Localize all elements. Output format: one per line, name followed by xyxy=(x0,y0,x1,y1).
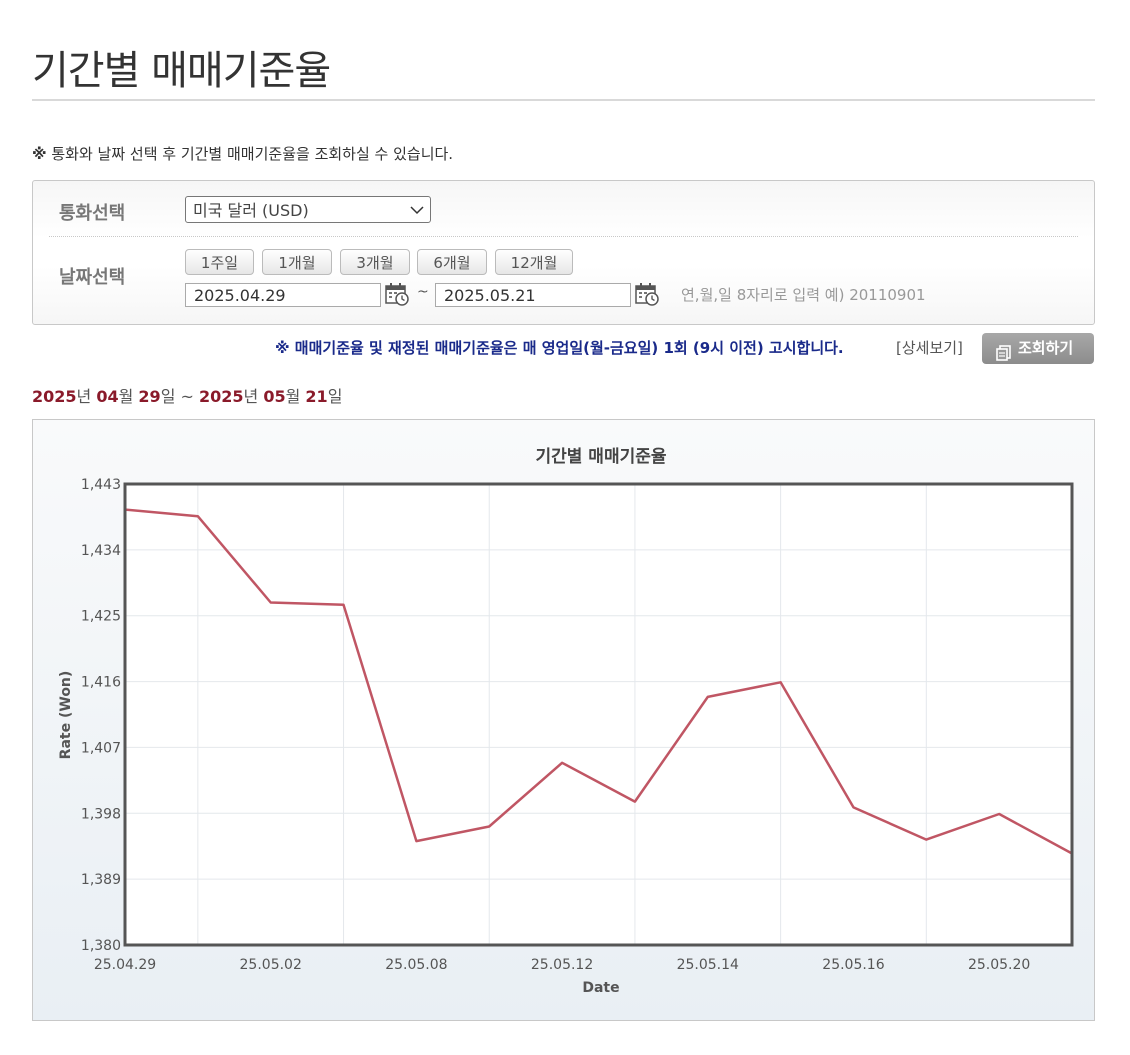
search-button-label: 조회하기 xyxy=(1018,339,1074,357)
chart-title: 기간별 매매기준율 xyxy=(535,447,666,467)
rate-chart: 기간별 매매기준율 1,380 1,389 1,398 1,407 1,416 1,425… xyxy=(32,419,1095,1021)
y-tick-label: 1,416 xyxy=(81,675,121,691)
search-form: 통화선택 미국 달러 (USD) 날짜선택 1주일 1개월 3개월 6개월 12… xyxy=(32,180,1095,325)
detail-link[interactable]: [상세보기] xyxy=(896,339,963,357)
y-tick-label: 1,380 xyxy=(81,938,121,954)
currency-select-value: 미국 달러 (USD) xyxy=(193,201,309,220)
range-unit-month: 월 xyxy=(118,387,139,406)
range-unit-day: 일 xyxy=(160,387,176,406)
range-unit-year: 년 xyxy=(243,387,264,406)
end-date-input[interactable]: 2025.05.21 xyxy=(435,283,631,307)
search-button[interactable]: 조회하기 xyxy=(982,333,1094,364)
date-range-tilde: ~ xyxy=(417,284,429,300)
notice-body: 통화와 날짜 선택 후 기간별 매매기준율을 조회하실 수 있습니다. xyxy=(46,145,454,163)
notice-text: ※ 통화와 날짜 선택 후 기간별 매매기준율을 조회하실 수 있습니다. xyxy=(32,143,453,164)
y-tick-label: 1,434 xyxy=(81,543,121,559)
range-unit-year: 년 xyxy=(76,387,97,406)
range-end-year: 2025 xyxy=(199,387,244,406)
period-1week-button[interactable]: 1주일 xyxy=(185,249,254,275)
range-end-day: 21 xyxy=(305,387,328,406)
period-1month-button[interactable]: 1개월 xyxy=(262,249,332,275)
plot-area xyxy=(125,484,1072,945)
range-unit-day: 일 xyxy=(327,387,343,406)
title-divider xyxy=(32,99,1095,101)
y-tick-label: 1,407 xyxy=(81,740,121,756)
x-tick-label: 25.05.20 xyxy=(968,957,1030,973)
x-tick-label: 25.05.12 xyxy=(531,957,593,973)
date-format-hint: 연,월,일 8자리로 입력 예) 20110901 xyxy=(681,286,926,304)
period-6month-button[interactable]: 6개월 xyxy=(417,249,487,275)
y-tick-label: 1,425 xyxy=(81,609,121,625)
x-tick-label: 25.05.16 xyxy=(822,957,884,973)
date-label: 날짜선택 xyxy=(59,267,126,288)
range-end-month: 05 xyxy=(263,387,286,406)
plot-border xyxy=(123,482,1074,947)
page-title: 기간별 매매기준율 xyxy=(32,48,331,94)
range-separator: ~ xyxy=(175,387,199,406)
range-start-year: 2025 xyxy=(32,387,77,406)
notice-mark: ※ xyxy=(32,145,47,163)
y-tick-label: 1,398 xyxy=(81,806,121,822)
range-start-day: 29 xyxy=(138,387,161,406)
calendar-icon[interactable] xyxy=(385,282,409,306)
series-line xyxy=(124,508,1073,855)
document-icon xyxy=(996,341,1012,361)
calendar-icon[interactable] xyxy=(635,282,659,306)
rate-chart-svg: 기간별 매매기준율 1,380 1,389 1,398 1,407 1,416 1,425… xyxy=(58,447,1074,996)
x-tick-label: 25.04.29 xyxy=(94,957,156,973)
period-3month-button[interactable]: 3개월 xyxy=(340,249,410,275)
selected-date-range: 2025년 04월 29일 ~ 2025년 05월 21일 xyxy=(32,383,342,407)
currency-label: 통화선택 xyxy=(59,203,126,224)
x-tick-label: 25.05.14 xyxy=(677,957,739,973)
currency-select[interactable]: 미국 달러 (USD) xyxy=(185,196,431,223)
publish-notice: ※ 매매기준율 및 재정된 매매기준율은 매 영업일(월-금요일) 1회 (9시… xyxy=(275,339,844,357)
y-tick-label: 1,443 xyxy=(81,477,121,493)
x-axis-label: Date xyxy=(582,980,619,996)
y-axis-label: Rate (Won) xyxy=(58,671,74,760)
start-date-input[interactable]: 2025.04.29 xyxy=(185,283,381,307)
chevron-down-icon xyxy=(410,197,424,234)
range-start-month: 04 xyxy=(96,387,119,406)
range-unit-month: 월 xyxy=(285,387,306,406)
y-tick-label: 1,389 xyxy=(81,872,121,888)
period-12month-button[interactable]: 12개월 xyxy=(495,249,573,275)
x-tick-label: 25.05.08 xyxy=(385,957,447,973)
row-divider xyxy=(49,236,1078,237)
x-tick-label: 25.05.02 xyxy=(240,957,302,973)
